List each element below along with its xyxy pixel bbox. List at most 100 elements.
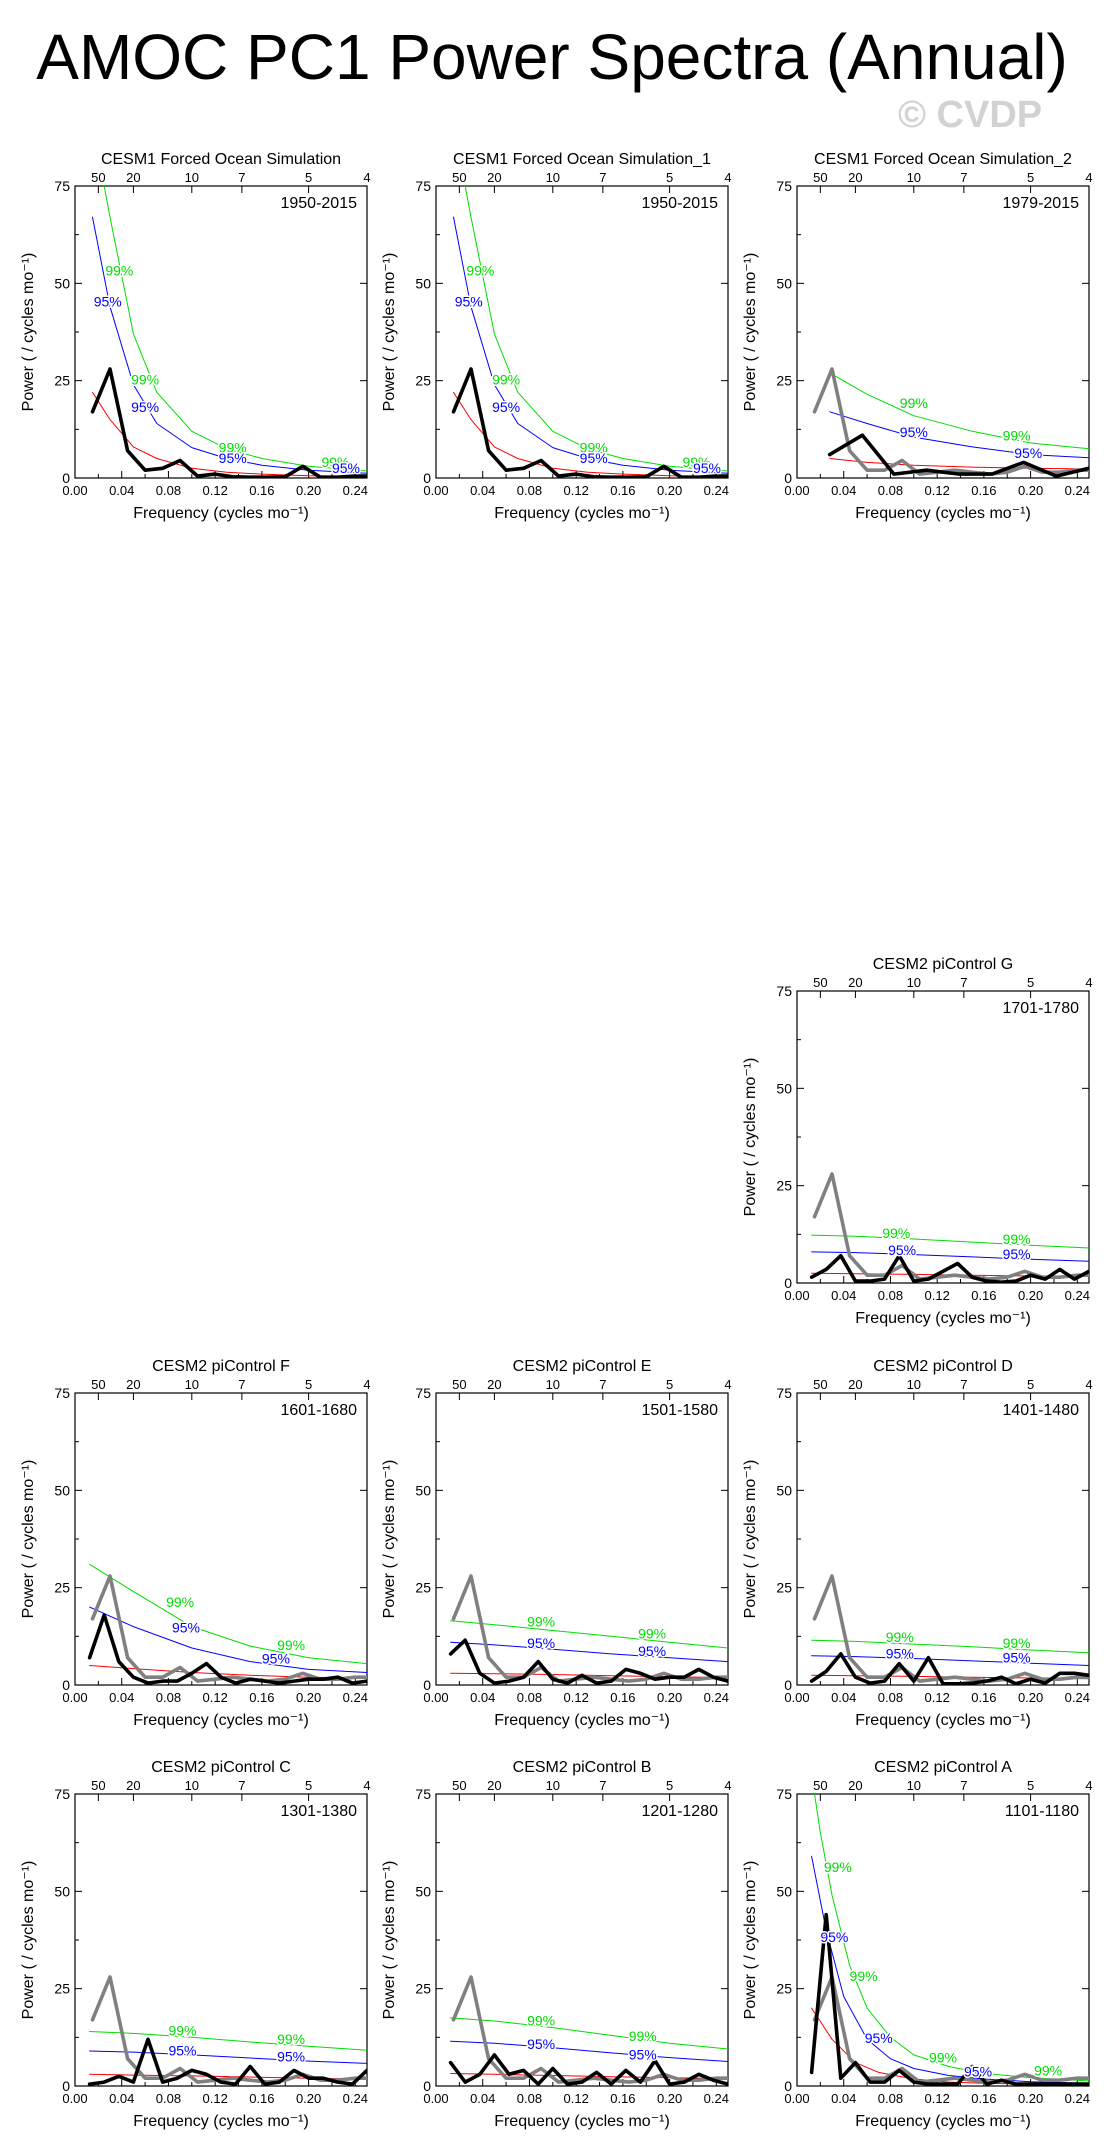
period-label: 1950-2015 — [280, 195, 357, 212]
top-tick-label: 10 — [907, 975, 921, 990]
top-tick-label: 10 — [546, 1778, 560, 1793]
x-tick-label: 0.12 — [564, 1690, 589, 1705]
y-tick-label: 0 — [423, 1677, 431, 1693]
confidence-label: 99% — [105, 263, 133, 279]
x-tick-label: 0.12 — [564, 483, 589, 498]
confidence-label: 95% — [888, 1242, 916, 1258]
y-tick-label: 0 — [62, 470, 70, 486]
top-tick-label: 20 — [126, 1778, 140, 1793]
y-tick-label: 0 — [784, 1677, 792, 1693]
top-tick-label: 5 — [305, 170, 312, 185]
y-tick-label: 0 — [784, 470, 792, 486]
x-tick-label: 0.20 — [296, 1690, 321, 1705]
top-tick-label: 5 — [666, 1778, 673, 1793]
x-tick-label: 0.08 — [878, 2091, 903, 2106]
confidence-label: 95% — [94, 294, 122, 310]
confidence-label: 95% — [1014, 445, 1042, 461]
y-tick-label: 25 — [776, 373, 792, 389]
confidence-label: 99% — [882, 1225, 910, 1241]
confidence-label: 99% — [1003, 1635, 1031, 1651]
y-tick-label: 75 — [776, 178, 792, 194]
confidence-label: 95% — [492, 399, 520, 415]
confidence-label: 99% — [682, 454, 710, 470]
top-tick-label: 4 — [363, 1377, 370, 1392]
x-tick-label: 0.24 — [1065, 2091, 1090, 2106]
x-tick-label: 0.04 — [831, 483, 856, 498]
y-tick-label: 25 — [776, 1981, 792, 1997]
x-tick-label: 0.00 — [784, 2091, 809, 2106]
x-tick-label: 0.00 — [62, 483, 87, 498]
spectrum-panel: CESM1 Forced Ocean Simulation_1 1950-2015… — [381, 151, 732, 522]
x-tick-label: 0.00 — [423, 2091, 448, 2106]
x-tick-label: 0.24 — [1065, 1288, 1090, 1303]
x-tick-label: 0.08 — [517, 1690, 542, 1705]
spectrum-line — [451, 367, 728, 478]
y-tick-label: 25 — [776, 1178, 792, 1194]
confidence-label: 95% — [277, 2048, 305, 2064]
top-tick-label: 4 — [363, 1778, 370, 1793]
x-tick-label: 0.04 — [470, 2091, 495, 2106]
y-tick-label: 50 — [54, 1482, 70, 1498]
x-tick-label: 0.24 — [343, 483, 368, 498]
confidence-label: 99% — [629, 2028, 657, 2044]
period-label: 1201-1280 — [641, 1803, 718, 1820]
x-tick-label: 0.08 — [517, 483, 542, 498]
x-tick-label: 0.08 — [156, 1690, 181, 1705]
confidence-95-line — [450, 2040, 728, 2062]
confidence-99-line — [89, 2031, 367, 2051]
confidence-label: 95% — [638, 1643, 666, 1659]
confidence-label: 99% — [929, 2050, 957, 2066]
top-tick-label: 7 — [960, 1377, 967, 1392]
top-tick-label: 20 — [487, 1377, 501, 1392]
spectrum-panel: CESM2 piControl D 1401-1480 0.00 0.04 0.08 0.… — [742, 1358, 1093, 1729]
y-tick-label: 75 — [54, 1385, 70, 1401]
top-tick-label: 50 — [452, 1778, 466, 1793]
y-axis-label: Power ( / cycles mo⁻¹) — [742, 253, 759, 412]
confidence-99-line — [464, 186, 728, 472]
x-tick-label: 0.00 — [784, 1288, 809, 1303]
reference-spectrum-line — [812, 1172, 1089, 1281]
confidence-label: 95% — [865, 2030, 893, 2046]
top-tick-label: 4 — [724, 1778, 731, 1793]
confidence-label: 95% — [332, 460, 360, 476]
confidence-label: 95% — [1003, 1246, 1031, 1262]
x-tick-label: 0.00 — [423, 483, 448, 498]
y-axis-label: Power ( / cycles mo⁻¹) — [742, 1460, 759, 1619]
y-tick-label: 50 — [776, 275, 792, 291]
confidence-99-line — [811, 1639, 1089, 1654]
period-label: 1501-1580 — [641, 1402, 718, 1419]
y-tick-label: 0 — [784, 1275, 792, 1291]
top-tick-label: 7 — [960, 975, 967, 990]
confidence-label: 99% — [466, 263, 494, 279]
plot-frame — [74, 185, 368, 479]
confidence-99-line — [814, 1794, 1089, 2082]
confidence-label: 95% — [172, 1619, 200, 1635]
top-tick-label: 7 — [238, 170, 245, 185]
y-tick-label: 75 — [54, 1786, 70, 1802]
spectrum-panel: CESM1 Forced Ocean Simulation_2 1979-2015… — [742, 151, 1093, 522]
x-tick-label: 0.12 — [564, 2091, 589, 2106]
plot-frame — [435, 185, 729, 479]
panel-title: CESM1 Forced Ocean Simulation_2 — [814, 151, 1072, 168]
x-tick-label: 0.08 — [878, 1690, 903, 1705]
top-tick-label: 10 — [546, 1377, 560, 1392]
x-tick-label: 0.00 — [423, 1690, 448, 1705]
confidence-99-line — [829, 372, 1089, 450]
panel-title: CESM2 piControl A — [874, 1759, 1012, 1776]
top-tick-label: 7 — [599, 170, 606, 185]
top-tick-label: 5 — [305, 1778, 312, 1793]
top-tick-label: 50 — [91, 1778, 105, 1793]
top-tick-label: 4 — [724, 170, 731, 185]
x-tick-label: 0.16 — [249, 1690, 274, 1705]
top-tick-label: 50 — [813, 1377, 827, 1392]
x-tick-label: 0.24 — [704, 1690, 729, 1705]
y-tick-label: 0 — [62, 2078, 70, 2094]
top-tick-label: 4 — [1085, 170, 1092, 185]
top-tick-label: 20 — [126, 170, 140, 185]
spectrum-line — [87, 1613, 367, 1685]
confidence-label: 99% — [277, 1637, 305, 1653]
x-tick-label: 0.00 — [784, 1690, 809, 1705]
plot-frame — [796, 990, 1090, 1284]
confidence-99-line — [450, 2017, 728, 2050]
x-axis-label: Frequency (cycles mo⁻¹) — [494, 2113, 670, 2130]
